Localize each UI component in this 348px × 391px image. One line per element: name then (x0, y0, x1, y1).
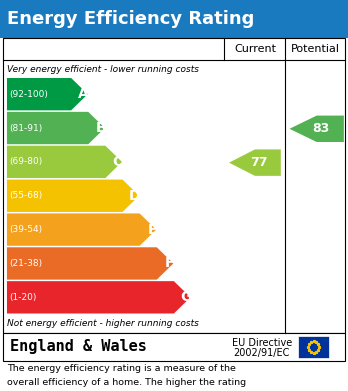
Bar (0, 0, 348, 38)
Text: (55-68): (55-68) (10, 191, 43, 200)
Text: overall efficiency of a home. The higher the rating: overall efficiency of a home. The higher… (7, 378, 246, 387)
Text: (81-91): (81-91) (10, 124, 43, 133)
Text: England & Wales: England & Wales (10, 339, 147, 355)
Text: (1-20): (1-20) (10, 293, 37, 302)
Polygon shape (7, 112, 105, 144)
Text: D: D (129, 189, 141, 203)
Polygon shape (7, 281, 190, 314)
Bar (3, 333, 345, 361)
Text: (39-54): (39-54) (10, 225, 43, 234)
Polygon shape (7, 78, 88, 110)
Text: (21-38): (21-38) (10, 259, 43, 268)
Text: Current: Current (234, 44, 276, 54)
Text: (92-100): (92-100) (10, 90, 49, 99)
Text: G: G (181, 291, 192, 304)
Text: A: A (78, 87, 89, 101)
Text: Energy Efficiency Rating: Energy Efficiency Rating (7, 10, 254, 28)
Text: B: B (95, 121, 106, 135)
Text: 77: 77 (250, 156, 268, 169)
Polygon shape (7, 247, 173, 280)
Polygon shape (7, 179, 139, 212)
Text: C: C (113, 155, 123, 169)
Text: Very energy efficient - lower running costs: Very energy efficient - lower running co… (7, 65, 199, 74)
Text: (69-80): (69-80) (10, 158, 43, 167)
Text: The energy efficiency rating is a measure of the: The energy efficiency rating is a measur… (7, 364, 236, 373)
Text: Potential: Potential (291, 44, 339, 54)
Polygon shape (290, 116, 344, 142)
Polygon shape (229, 149, 281, 176)
Text: E: E (147, 222, 157, 237)
Text: 83: 83 (313, 122, 330, 135)
Text: 2002/91/EC: 2002/91/EC (234, 348, 290, 358)
Text: F: F (164, 256, 174, 271)
Bar (298, 336, 329, 358)
Polygon shape (7, 146, 122, 178)
Bar (3, 38, 345, 333)
Polygon shape (7, 213, 156, 246)
Text: EU Directive: EU Directive (232, 338, 292, 348)
Text: Not energy efficient - higher running costs: Not energy efficient - higher running co… (7, 319, 199, 328)
